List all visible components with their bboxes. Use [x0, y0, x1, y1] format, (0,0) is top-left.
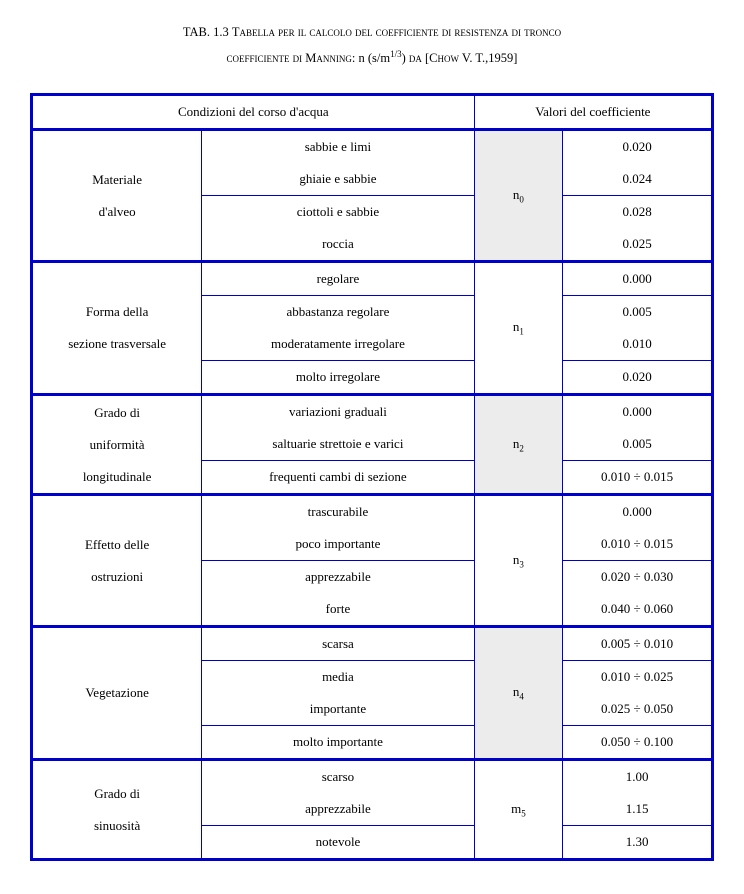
coef-symbol: n3: [474, 495, 563, 627]
val-cell: 0.040 ÷ 0.060: [563, 593, 713, 627]
coef-symbol: m5: [474, 760, 563, 860]
desc-cell: frequenti cambi di sezione: [202, 461, 474, 495]
desc-cell: trascurabile: [202, 495, 474, 529]
desc-cell: apprezzabile: [202, 561, 474, 594]
caption-da: da: [409, 51, 422, 65]
val-cell: 0.005 ÷ 0.010: [563, 627, 713, 661]
table-row: Grado di uniformità longitudinale variaz…: [32, 395, 713, 429]
val-cell: 1.30: [563, 826, 713, 860]
table-row: Forma della sezione trasversale regolare…: [32, 262, 713, 296]
val-cell: 0.010: [563, 328, 713, 361]
coef-symbol: n2: [474, 395, 563, 495]
val-cell: 0.000: [563, 495, 713, 529]
desc-cell: molto irregolare: [202, 361, 474, 395]
coef-symbol: n1: [474, 262, 563, 395]
section-label-forma: Forma della sezione trasversale: [32, 262, 202, 395]
section-label-sinuosita: Grado di sinuosità: [32, 760, 202, 860]
val-cell: 0.005: [563, 428, 713, 461]
table-row: Materiale d'alveo sabbie e limi n0 0.020: [32, 130, 713, 164]
desc-cell: poco importante: [202, 528, 474, 561]
val-cell: 1.00: [563, 760, 713, 794]
header-values: Valori del coefficiente: [474, 95, 712, 130]
val-cell: 0.010 ÷ 0.015: [563, 528, 713, 561]
desc-cell: apprezzabile: [202, 793, 474, 826]
desc-cell: abbastanza regolare: [202, 296, 474, 329]
val-cell: 0.050 ÷ 0.100: [563, 726, 713, 760]
desc-cell: scarsa: [202, 627, 474, 661]
desc-cell: variazioni graduali: [202, 395, 474, 429]
table-row: Effetto delle ostruzioni trascurabile n3…: [32, 495, 713, 529]
table-caption: TAB. 1.3 Tabella per il calcolo del coef…: [30, 20, 714, 71]
desc-cell: roccia: [202, 228, 474, 262]
val-cell: 0.025: [563, 228, 713, 262]
val-cell: 0.000: [563, 262, 713, 296]
caption-prefix: TAB. 1.3: [183, 25, 232, 39]
desc-cell: ghiaie e sabbie: [202, 163, 474, 196]
desc-cell: media: [202, 661, 474, 694]
coef-symbol: n0: [474, 130, 563, 262]
table-header-row: Condizioni del corso d'acqua Valori del …: [32, 95, 713, 130]
manning-table: Condizioni del corso d'acqua Valori del …: [30, 93, 714, 861]
caption-exp: 1/3: [390, 49, 402, 59]
desc-cell: ciottoli e sabbie: [202, 196, 474, 229]
caption-line2a: coefficiente di: [227, 51, 306, 65]
desc-cell: notevole: [202, 826, 474, 860]
caption-sym-pre: : n (s/m: [352, 51, 390, 65]
desc-cell: sabbie e limi: [202, 130, 474, 164]
val-cell: 0.024: [563, 163, 713, 196]
desc-cell: moderatamente irregolare: [202, 328, 474, 361]
section-label-materiale: Materiale d'alveo: [32, 130, 202, 262]
desc-cell: molto importante: [202, 726, 474, 760]
val-cell: 0.010 ÷ 0.015: [563, 461, 713, 495]
val-cell: 0.010 ÷ 0.025: [563, 661, 713, 694]
desc-cell: regolare: [202, 262, 474, 296]
coef-symbol: n4: [474, 627, 563, 760]
val-cell: 0.025 ÷ 0.050: [563, 693, 713, 726]
val-cell: 0.020: [563, 361, 713, 395]
caption-ref: [Chow V. T.,1959]: [422, 51, 518, 65]
desc-cell: importante: [202, 693, 474, 726]
caption-line1: Tabella per il calcolo del coefficiente …: [232, 25, 561, 39]
desc-cell: saltuarie strettoie e varici: [202, 428, 474, 461]
caption-manning: Manning: [305, 51, 352, 65]
table-row: Vegetazione scarsa n4 0.005 ÷ 0.010: [32, 627, 713, 661]
section-label-uniformita: Grado di uniformità longitudinale: [32, 395, 202, 495]
val-cell: 0.020: [563, 130, 713, 164]
desc-cell: forte: [202, 593, 474, 627]
table-row: Grado di sinuosità scarso m5 1.00: [32, 760, 713, 794]
val-cell: 0.020 ÷ 0.030: [563, 561, 713, 594]
section-label-ostruzioni: Effetto delle ostruzioni: [32, 495, 202, 627]
caption-sym-post: ): [402, 51, 409, 65]
val-cell: 0.005: [563, 296, 713, 329]
val-cell: 0.000: [563, 395, 713, 429]
section-label-vegetazione: Vegetazione: [32, 627, 202, 760]
header-conditions: Condizioni del corso d'acqua: [32, 95, 475, 130]
desc-cell: scarso: [202, 760, 474, 794]
val-cell: 1.15: [563, 793, 713, 826]
val-cell: 0.028: [563, 196, 713, 229]
